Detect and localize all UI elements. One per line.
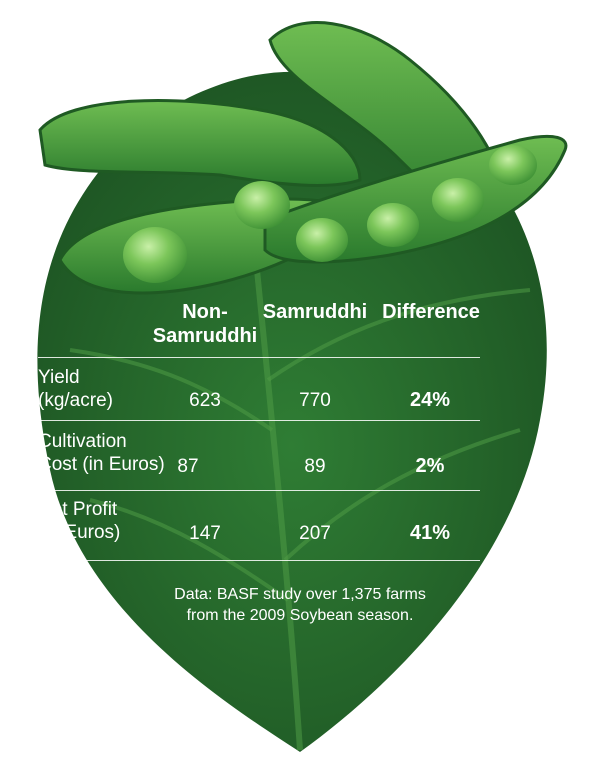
row-label-cultivation-cost: Cultivation Cost (in Euros) — [38, 431, 165, 475]
cell-profit-non-samruddhi: 147 — [189, 523, 221, 544]
leaf-veins — [69, 249, 531, 751]
table-divider — [38, 560, 480, 561]
column-header-non-samruddhi: Non- Samruddhi — [152, 301, 258, 347]
cell-yield-non-samruddhi: 623 — [189, 390, 221, 411]
cell-profit-samruddhi: 207 — [299, 523, 331, 544]
table-divider — [38, 420, 480, 421]
table-divider — [38, 357, 480, 358]
table-divider — [38, 490, 480, 491]
column-header-difference: Difference — [382, 301, 480, 323]
cell-yield-samruddhi: 770 — [299, 390, 331, 411]
column-header-samruddhi: Samruddhi — [262, 301, 368, 323]
cell-yield-difference: 24% — [409, 389, 451, 411]
source-note: Data: BASF study over 1,375 farms from t… — [174, 586, 426, 624]
cell-cost-samruddhi: 89 — [304, 456, 326, 477]
soybean-pods-icon — [38, 21, 568, 295]
row-label-net-profit: Net Profit (in Euros) — [38, 499, 121, 543]
cell-cost-non-samruddhi: 87 — [177, 456, 199, 477]
row-label-yield: Yield (kg/acre) — [38, 367, 113, 411]
cell-cost-difference: 2% — [415, 455, 445, 477]
cell-profit-difference: 41% — [409, 522, 451, 544]
